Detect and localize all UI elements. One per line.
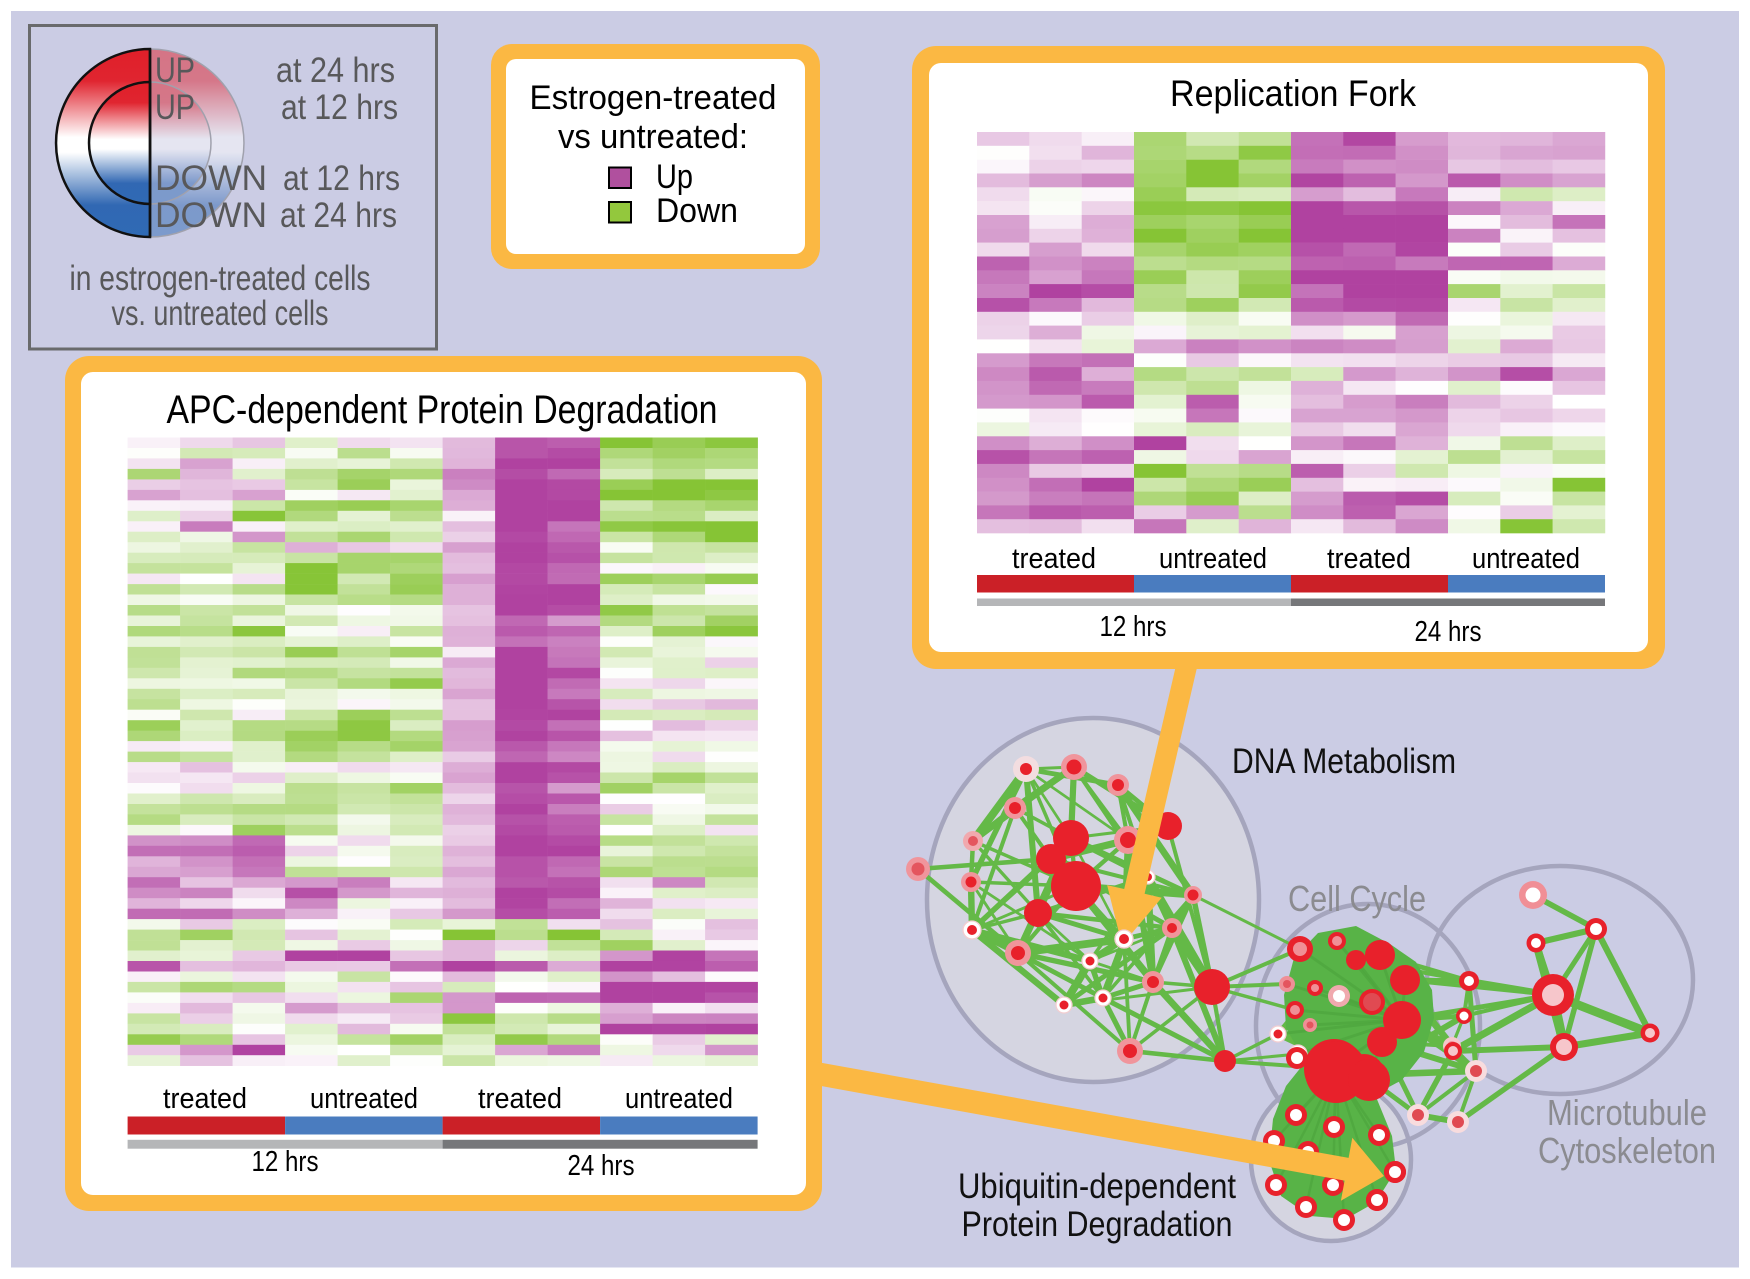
svg-text:Protein Degradation: Protein Degradation [962, 1205, 1233, 1244]
svg-text:DOWN: DOWN [155, 159, 267, 198]
svg-text:treated: treated [163, 1083, 247, 1115]
svg-text:in estrogen-treated cells: in estrogen-treated cells [70, 259, 371, 298]
svg-text:vs. untreated cells: vs. untreated cells [112, 294, 329, 333]
svg-text:at 12 hrs: at 12 hrs [283, 159, 400, 198]
svg-text:treated: treated [478, 1083, 562, 1115]
svg-text:24 hrs: 24 hrs [568, 1150, 635, 1182]
svg-text:24 hrs: 24 hrs [1415, 616, 1482, 648]
svg-text:untreated: untreated [625, 1083, 733, 1115]
svg-text:12 hrs: 12 hrs [1100, 611, 1167, 643]
svg-text:UP: UP [155, 51, 195, 90]
svg-text:vs untreated:: vs untreated: [558, 118, 748, 156]
svg-text:treated: treated [1327, 543, 1411, 575]
svg-text:at 24 hrs: at 24 hrs [280, 196, 397, 235]
svg-text:untreated: untreated [1472, 543, 1580, 575]
svg-text:Cytoskeleton: Cytoskeleton [1538, 1130, 1716, 1171]
svg-text:APC-dependent Protein Degradat: APC-dependent Protein Degradation [167, 388, 718, 432]
svg-text:untreated: untreated [1159, 543, 1267, 575]
svg-text:UP: UP [155, 88, 195, 127]
svg-text:Microtubule: Microtubule [1547, 1092, 1707, 1133]
svg-text:Replication Fork: Replication Fork [1170, 73, 1416, 114]
svg-text:Ubiquitin-dependent: Ubiquitin-dependent [958, 1167, 1236, 1206]
svg-text:12 hrs: 12 hrs [252, 1146, 319, 1178]
svg-text:untreated: untreated [310, 1083, 418, 1115]
svg-text:Down: Down [656, 192, 738, 230]
svg-text:Cell Cycle: Cell Cycle [1288, 878, 1426, 919]
svg-text:Estrogen-treated: Estrogen-treated [530, 79, 777, 117]
svg-text:treated: treated [1012, 543, 1096, 575]
svg-text:at 12 hrs: at 12 hrs [281, 88, 398, 127]
svg-text:DNA Metabolism: DNA Metabolism [1232, 742, 1456, 781]
svg-text:Up: Up [656, 158, 693, 196]
svg-text:at 24 hrs: at 24 hrs [276, 51, 395, 90]
svg-text:DOWN: DOWN [155, 196, 267, 235]
